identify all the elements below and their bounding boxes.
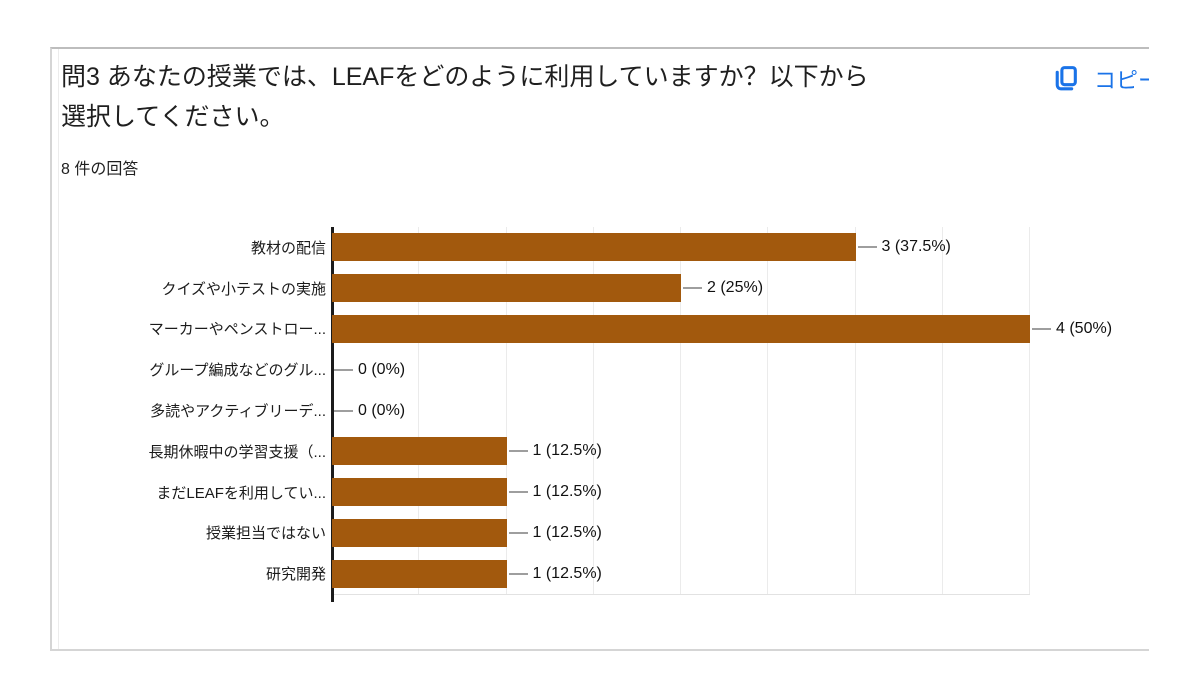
bar[interactable] [332, 437, 507, 466]
bar[interactable] [332, 274, 681, 303]
bar-track: 0 (0%) [332, 390, 1030, 431]
value-connector [857, 246, 877, 249]
chart-row: グループ編成などのグル... 0 (0%) [52, 349, 1030, 390]
chart-row: マーカーやペンストロー... 4 (50%) [52, 309, 1112, 350]
chart-row: 教材の配信 3 (37.5%) [52, 227, 1030, 268]
value-label: 1 (12.5%) [532, 523, 602, 541]
value-label: 4 (50%) [1056, 319, 1113, 337]
category-label: 教材の配信 [250, 239, 326, 257]
chart-gridline [592, 227, 594, 594]
category-label: 多読やアクティブリーデ... [150, 403, 326, 421]
value-connector [508, 531, 528, 534]
category-label: 長期休暇中の学習支援（... [148, 443, 326, 461]
value-label: 2 (25%) [707, 279, 764, 297]
question-title-line1: 問3 あなたの授業では、LEAFをどのように利用していますか？以下から [61, 63, 869, 91]
chart-y-axis-line [331, 227, 334, 602]
chart-gridline [767, 227, 769, 594]
value-connector [334, 409, 353, 412]
copy-button-label: コピー [1094, 68, 1149, 93]
bar[interactable] [332, 233, 856, 262]
bar-track: 1 (12.5%) [332, 512, 1030, 553]
bar-track: 1 (12.5%) [332, 431, 1030, 472]
chart-row: 長期休暇中の学習支援（... 1 (12.5%) [52, 431, 1030, 472]
category-label: グループ編成などのグル... [149, 362, 326, 380]
value-connector [508, 491, 528, 494]
chart-row: クイズや小テストの実施 2 (25%) [52, 268, 1030, 309]
value-connector [508, 450, 528, 453]
category-label: 授業担当ではない [205, 525, 326, 543]
chart-row: まだLEAFを利用してい... 1 (12.5%) [52, 472, 1030, 513]
bar[interactable] [332, 478, 507, 507]
bar-track: 1 (12.5%) [332, 553, 1030, 594]
question-title: 問3 あなたの授業では、LEAFをどのように利用していますか？以下から 選択して… [61, 57, 1021, 137]
bar-chart: 教材の配信 3 (37.5%) クイズや小テストの実施 2 (25%) マーカーやペンス… [52, 227, 1112, 602]
bar-track: 4 (50%) [332, 309, 1112, 350]
chart-gridline [680, 227, 681, 594]
value-connector [1032, 327, 1051, 330]
chart-row: 多読やアクティブリーデ... 0 (0%) [52, 390, 1030, 431]
chart-gridline [505, 227, 507, 594]
chart-row: 授業担当ではない 1 (12.5%) [52, 512, 1030, 553]
chart-gridline [854, 227, 856, 594]
bar-track: 2 (25%) [332, 268, 1030, 309]
value-connector [508, 572, 528, 575]
copy-button[interactable]: コピー [1050, 63, 1149, 95]
value-label: 1 (12.5%) [532, 564, 602, 582]
question-title-line2: 選択してください。 [61, 103, 285, 131]
bar[interactable] [332, 314, 1030, 343]
bar-track: 3 (37.5%) [332, 227, 1030, 268]
value-label: 1 (12.5%) [532, 442, 602, 460]
value-label: 0 (0%) [358, 401, 406, 419]
value-label: 0 (0%) [358, 360, 406, 378]
question-result-card: 問3 あなたの授業では、LEAFをどのように利用していますか？以下から 選択して… [50, 47, 1149, 651]
chart-plot-area [332, 227, 1030, 595]
chart-gridline [1029, 227, 1030, 594]
value-label: 1 (12.5%) [532, 483, 602, 501]
bar-track: 1 (12.5%) [332, 472, 1030, 513]
value-label: 3 (37.5%) [881, 238, 951, 256]
copy-icon [1050, 64, 1081, 95]
responses-count: 8 件の回答 [61, 161, 139, 178]
bar[interactable] [332, 559, 507, 588]
value-connector [683, 287, 702, 290]
category-label: 研究開発 [265, 566, 326, 584]
chart-gridline [418, 227, 420, 594]
bar-track: 0 (0%) [332, 349, 1030, 390]
chart-rows: 教材の配信 3 (37.5%) クイズや小テストの実施 2 (25%) マーカーやペンス… [52, 227, 1112, 594]
chart-gridline [941, 227, 943, 594]
chart-row: 研究開発 1 (12.5%) [52, 553, 1030, 594]
card-inner-divider [58, 49, 59, 649]
category-label: マーカーやペンストロー... [148, 321, 326, 339]
bar[interactable] [332, 518, 507, 547]
category-label: クイズや小テストの実施 [161, 280, 326, 298]
category-label: まだLEAFを利用してい... [156, 484, 326, 502]
value-connector [334, 368, 353, 371]
